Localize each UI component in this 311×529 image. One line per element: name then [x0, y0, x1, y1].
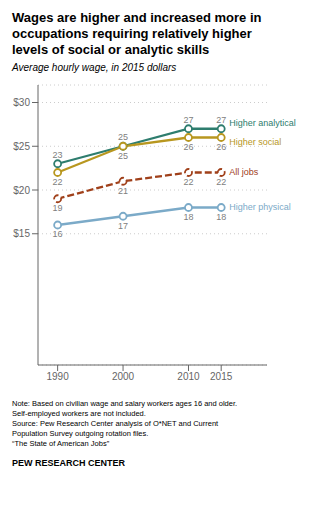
- svg-text:18: 18: [216, 212, 226, 222]
- svg-text:27: 27: [216, 115, 226, 125]
- svg-text:22: 22: [216, 177, 226, 187]
- svg-text:17: 17: [118, 221, 128, 231]
- svg-text:2000: 2000: [112, 371, 135, 382]
- svg-text:25: 25: [118, 151, 128, 161]
- svg-text:Higher analytical: Higher analytical: [229, 118, 296, 128]
- svg-text:18: 18: [183, 212, 193, 222]
- svg-text:26: 26: [216, 142, 226, 152]
- svg-text:23: 23: [53, 150, 63, 160]
- html-text:Wages are higher and increased: Wages are higher and increased more in: [12, 10, 262, 25]
- svg-text:Higher social: Higher social: [229, 137, 281, 147]
- svg-text:19: 19: [53, 203, 63, 213]
- svg-text:27: 27: [183, 115, 193, 125]
- html-text:Average hourly wage, in 2015 d: Average hourly wage, in 2015 dollars: [12, 62, 177, 73]
- svg-text:25: 25: [118, 132, 128, 142]
- svg-text:$25: $25: [13, 141, 30, 152]
- html-text:levels of social or analytic s: levels of social or analytic skills: [12, 42, 210, 57]
- html-text:PEW RESEARCH CENTER: PEW RESEARCH CENTER: [12, 458, 125, 468]
- svg-text:21: 21: [118, 186, 128, 196]
- html-text:occupations requiring relative: occupations requiring relatively higher: [12, 26, 252, 41]
- html-text:Note: Based on civilian wage a: Note: Based on civilian wage and salary …: [12, 399, 238, 448]
- svg-text:22: 22: [53, 177, 63, 187]
- svg-text:26: 26: [183, 142, 193, 152]
- svg-text:1990: 1990: [47, 371, 70, 382]
- svg-text:All jobs: All jobs: [229, 167, 259, 177]
- svg-text:$30: $30: [13, 97, 30, 108]
- svg-text:2010: 2010: [177, 371, 200, 382]
- svg-text:$15: $15: [13, 228, 30, 239]
- svg-text:16: 16: [53, 229, 63, 239]
- svg-text:2015: 2015: [210, 371, 233, 382]
- svg-text:$20: $20: [13, 185, 30, 196]
- svg-text:Higher physical: Higher physical: [229, 202, 291, 212]
- svg-text:22: 22: [183, 177, 193, 187]
